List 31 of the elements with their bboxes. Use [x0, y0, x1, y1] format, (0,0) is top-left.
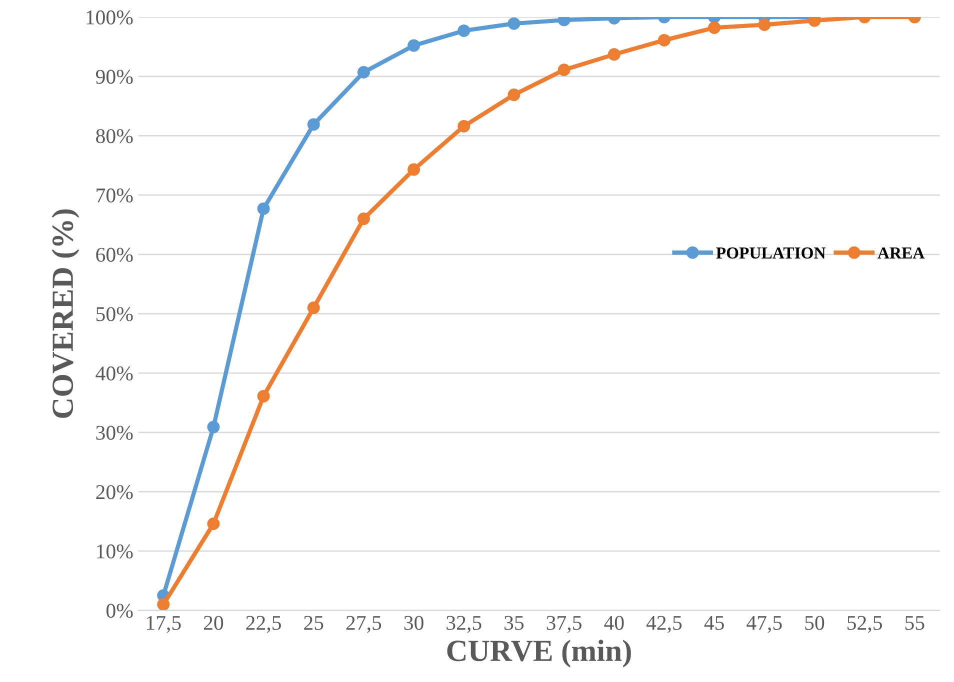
x-tick-label: 45: [704, 616, 724, 630]
x-tick-label: 50: [805, 616, 824, 630]
x-tick-label: 52,5: [848, 616, 882, 633]
y-tick-label: 60%: [96, 248, 133, 262]
y-tick-label: 30%: [96, 426, 133, 440]
y-axis-title: COVERED (%): [52, 209, 80, 418]
x-tick-label: 40: [604, 616, 624, 630]
y-tick-label: 70%: [96, 188, 133, 203]
y-tick-label: 50%: [96, 307, 133, 322]
x-tick-label: 20: [204, 616, 224, 630]
x-tick-label: 47,5: [746, 616, 782, 633]
x-tick-label: 30: [404, 616, 424, 630]
y-tick-label: 80%: [96, 129, 133, 144]
x-tick-label: 25: [304, 616, 324, 630]
legend-label: AREA: [878, 247, 925, 258]
legend-label: POPULATION: [716, 247, 826, 259]
x-tick-label: 22,5: [246, 616, 281, 633]
y-tick-label: 20%: [96, 485, 133, 500]
x-tick-label: 17,5: [146, 616, 181, 633]
x-axis-title: CURVE (min): [447, 640, 631, 668]
y-tick-label: 100%: [86, 10, 133, 25]
x-tick-label: 55: [905, 616, 924, 630]
y-tick-label: 40%: [96, 366, 133, 381]
x-tick-label: 32,5: [446, 616, 482, 633]
x-tick-label: 35: [504, 616, 524, 630]
x-tick-label: 27,5: [346, 616, 382, 633]
y-tick-label: 10%: [97, 544, 133, 559]
y-tick-label: 0%: [106, 604, 133, 618]
x-tick-label: 37,5: [546, 616, 582, 633]
x-tick-label: 42,5: [646, 616, 682, 633]
y-tick-label: 90%: [96, 70, 133, 84]
